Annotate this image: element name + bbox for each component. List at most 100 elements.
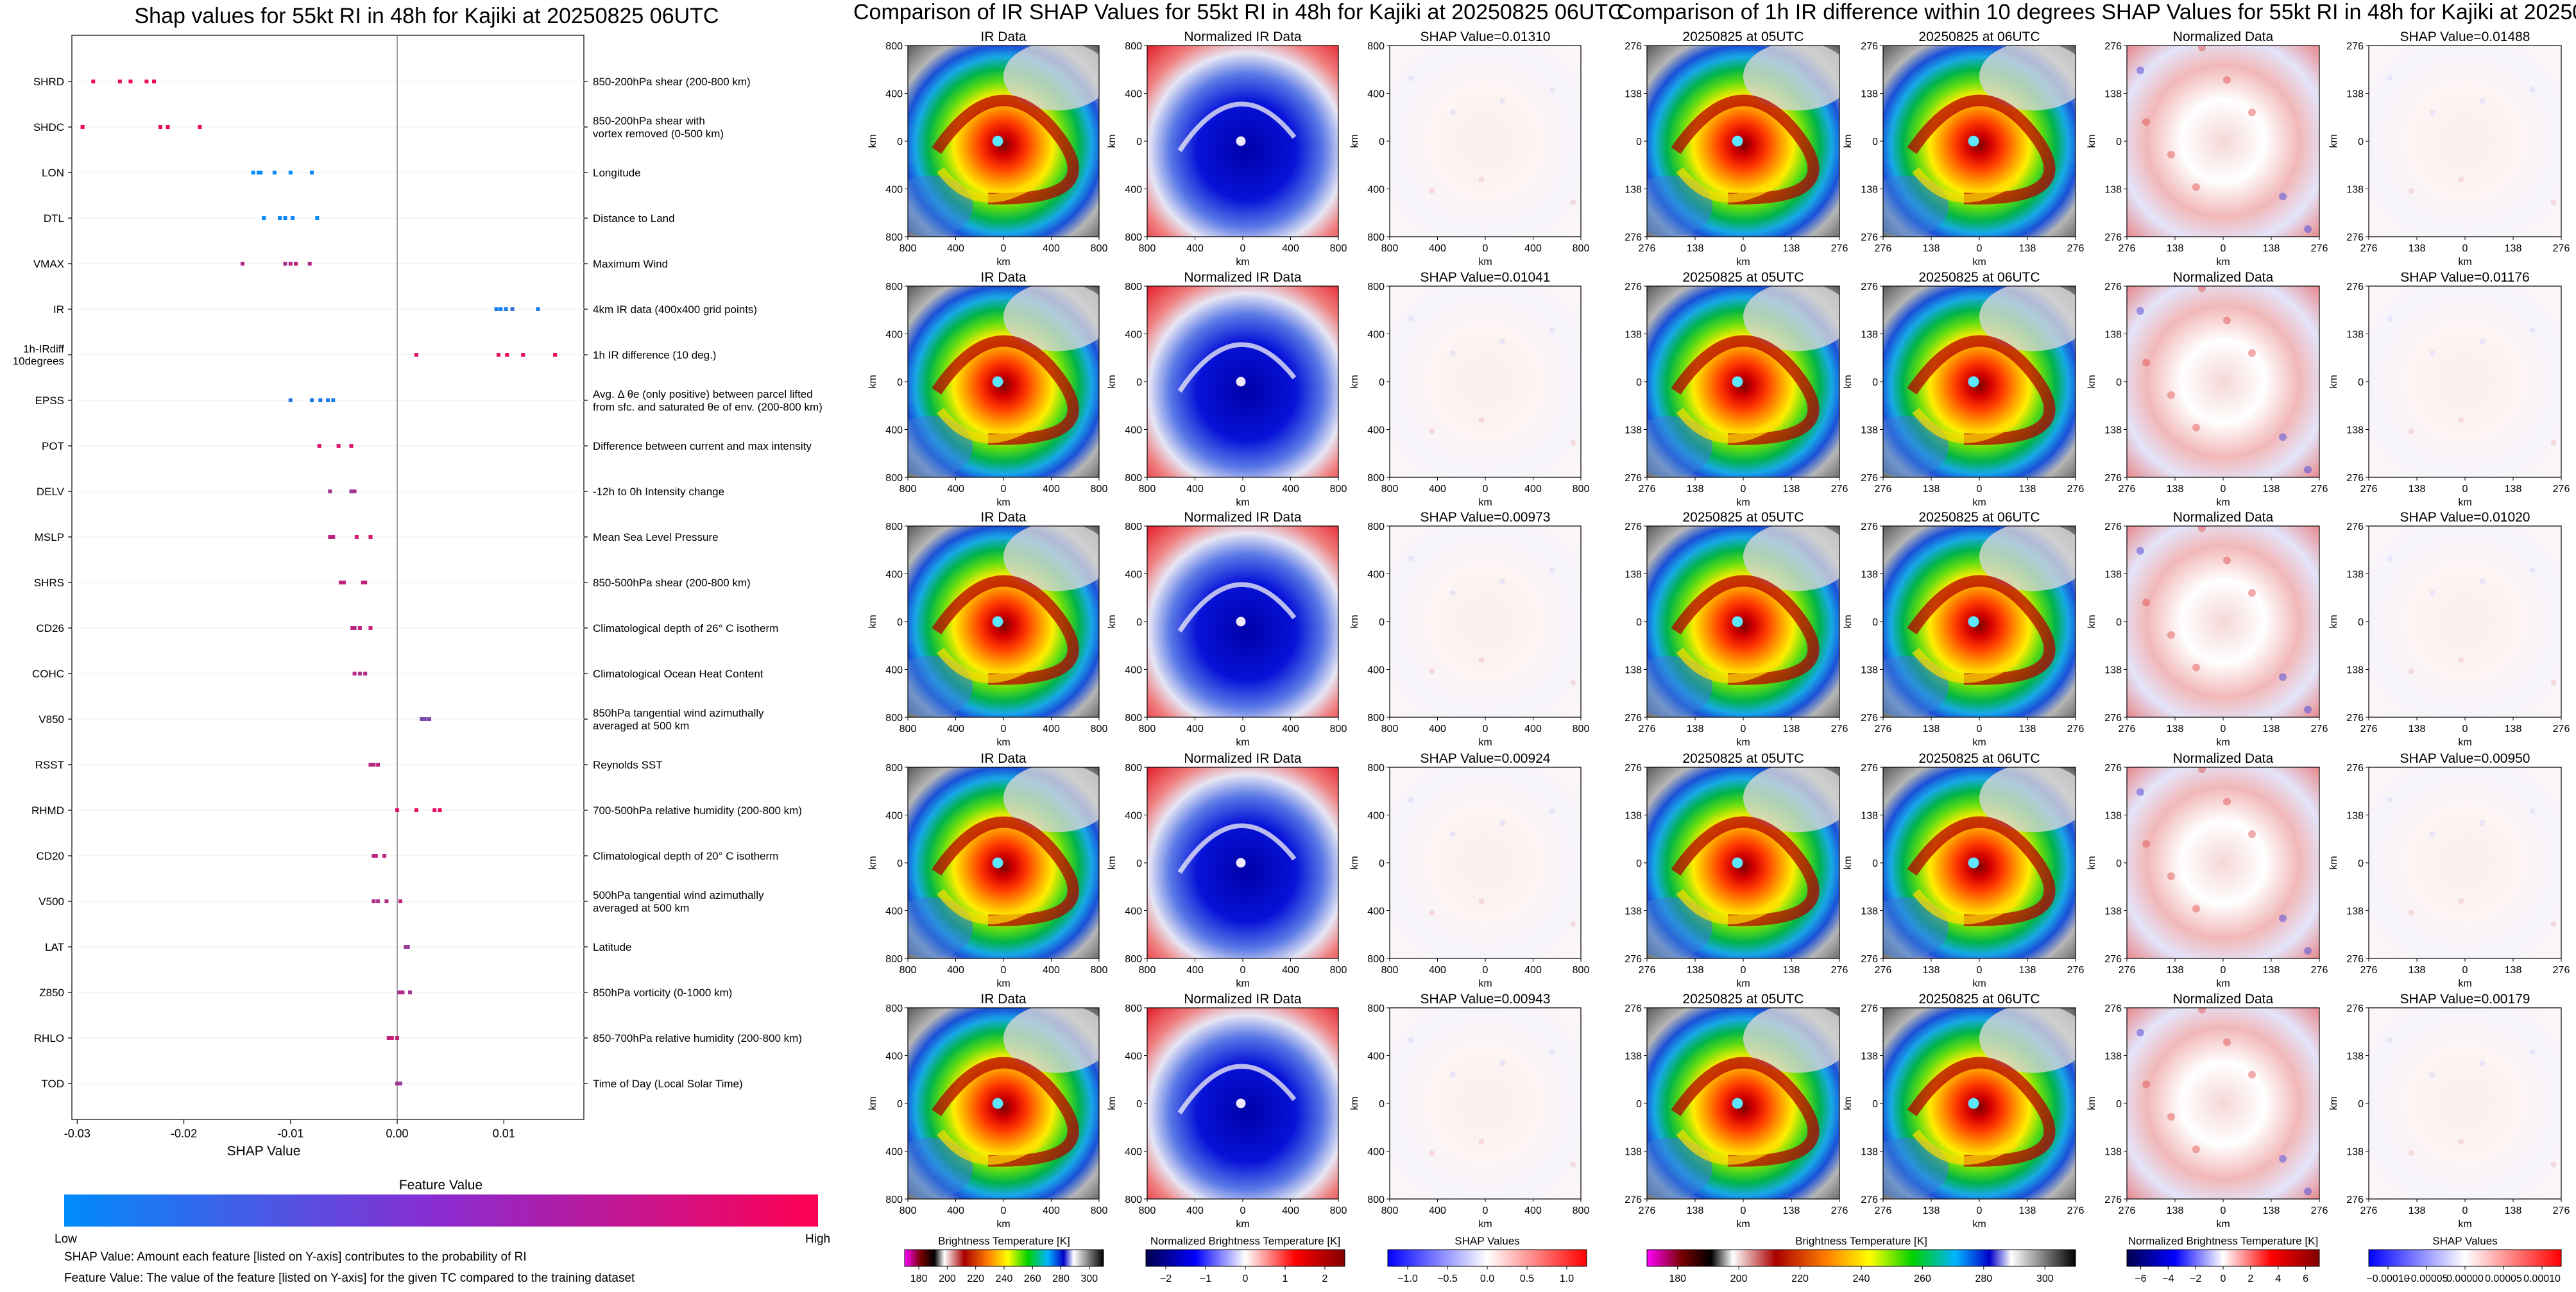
shap-point — [152, 80, 157, 83]
y-tick-label: 0 — [1872, 617, 1878, 628]
panel-title: Normalized IR Data — [1184, 992, 1302, 1007]
colorbar-tick-label: −0.00005 — [2405, 1273, 2448, 1284]
x-axis-label: km — [2216, 978, 2230, 989]
colorbar-tick-label: 0.0 — [1480, 1273, 1494, 1284]
spiral-band — [1907, 816, 2056, 926]
shap-point — [278, 216, 282, 220]
x-tick-label: 0 — [2221, 724, 2226, 735]
ir-panel: 20250825 at 05UTC 276 138 0 138 276 km 276 138 0 1… — [1607, 992, 1848, 1230]
spiral-band — [1676, 1129, 1782, 1165]
x-tick-label: 276 — [2119, 484, 2136, 495]
x-axis-label: km — [2458, 497, 2471, 508]
cloud-patch — [1003, 1008, 1099, 1073]
feature-description-label: -12h to 0h Intensity change — [593, 486, 724, 498]
y-tick-label: 138 — [1861, 89, 1878, 100]
shap-image — [2369, 286, 2561, 477]
colorbar-tick-label: 260 — [1024, 1273, 1041, 1284]
colorbar-label: Normalized Brightness Temperature [K] — [1150, 1235, 1340, 1247]
shap-point — [341, 581, 346, 584]
shap-speck — [2429, 1071, 2435, 1078]
x-tick-label: 138 — [2409, 1205, 2426, 1216]
x-tick-label: 800 — [1381, 965, 1399, 976]
y-axis-label: km — [1843, 856, 1854, 869]
x-tick-label: 400 — [1429, 965, 1446, 976]
x-tick-label: -0.02 — [171, 1127, 197, 1140]
colorbar-tick-label: −1 — [1200, 1273, 1211, 1284]
colorbar-title: Feature Value — [399, 1178, 482, 1193]
y-axis-label: km — [2086, 856, 2097, 869]
colorbar-tick-label: 200 — [939, 1273, 956, 1284]
x-tick-label: 276 — [2119, 1205, 2136, 1216]
panel-title: 20250825 at 06UTC — [1918, 751, 2040, 766]
colorbar-label: Brightness Temperature [K] — [1795, 1235, 1927, 1247]
shap-speck — [2550, 439, 2557, 446]
feature-description-label: Time of Day (Local Solar Time) — [593, 1078, 743, 1090]
shap-speck — [2479, 819, 2486, 826]
x-tick-label: 276 — [1831, 243, 1848, 254]
colorbar-tick-label: −0.00010 — [2366, 1273, 2409, 1284]
ir-shap-comparison-section: Comparison of IR SHAP Values for 55kt RI… — [853, 0, 1624, 1292]
shap-point — [398, 1082, 403, 1085]
x-tick-label: 800 — [1139, 243, 1156, 254]
shap-speck — [2387, 1037, 2393, 1044]
diff-image — [2127, 767, 2319, 958]
y-axis-label: km — [1107, 134, 1118, 148]
shap-speck — [2479, 578, 2486, 584]
diff-speck — [2279, 192, 2287, 201]
diff-speck — [2223, 556, 2231, 565]
x-tick-label: 0 — [2462, 243, 2468, 254]
x-tick-label: 276 — [2360, 484, 2378, 495]
shap-point — [283, 262, 287, 266]
ir-panel: 20250825 at 05UTC 276 138 0 138 276 km 276 138 0 1… — [1607, 751, 1848, 989]
shap-image — [1390, 526, 1581, 717]
y-axis-label: km — [2086, 1096, 2097, 1110]
y-axis-label: km — [2086, 615, 2097, 628]
x-tick-label: 138 — [2409, 965, 2426, 976]
norm-image — [1147, 767, 1338, 958]
storm-eye — [992, 857, 1003, 869]
x-tick-label: 400 — [947, 243, 964, 254]
shap-speck — [1478, 898, 1485, 905]
x-tick-label: 800 — [1573, 484, 1590, 495]
plot-frame — [71, 35, 584, 1120]
storm-eye — [1236, 616, 1246, 627]
y-axis-label: km — [2328, 375, 2339, 388]
colorbar-high-label: High — [805, 1232, 830, 1246]
x-tick-label: 800 — [900, 243, 917, 254]
x-tick-label: 138 — [2019, 724, 2036, 735]
y-tick-label: 138 — [1625, 425, 1642, 436]
colorbar-label: Normalized Brightness Temperature [K] — [2128, 1235, 2318, 1247]
norm-panel: Normalized IR Data 800 400 0 400 800 km 800 400 0… — [1107, 751, 1347, 989]
x-tick-label: 0 — [1741, 1205, 1746, 1216]
y-tick-label: 400 — [1125, 1147, 1142, 1158]
y-tick-label: 800 — [885, 473, 903, 484]
shap-speck — [1429, 1150, 1435, 1156]
shap-speck — [2408, 1150, 2414, 1156]
ir-panel: IR Data 800 400 0 400 800 km 800 400 0 400 800 km — [867, 992, 1107, 1230]
panel-title: SHAP Value=0.00924 — [1420, 751, 1551, 766]
x-tick-label: 276 — [2067, 484, 2085, 495]
shap-summary-section: Shap values for 55kt RI in 48h for Kajik… — [0, 0, 853, 1289]
y-tick-label: 276 — [2104, 41, 2122, 52]
y-tick-label: 800 — [885, 282, 903, 293]
y-tick-label: 138 — [2346, 330, 2364, 341]
y-tick-label: 800 — [1367, 1194, 1385, 1205]
shap-speck — [1570, 679, 1576, 686]
y-tick-label: 138 — [1625, 665, 1642, 676]
x-tick-label: 400 — [1186, 965, 1204, 976]
cloud-patch — [1743, 526, 1839, 591]
shap-speck — [1478, 1139, 1485, 1145]
diff-speck — [2248, 1071, 2256, 1079]
y-axis-label: km — [2086, 375, 2097, 388]
y-tick-label: 800 — [885, 763, 903, 774]
shap-speck — [1408, 1037, 1414, 1044]
shap-image — [1390, 46, 1581, 237]
feature-description-label: Mean Sea Level Pressure — [593, 531, 719, 543]
shap-point — [427, 717, 431, 721]
spiral-band — [1907, 94, 2056, 205]
x-axis-label: SHAP Value — [227, 1144, 301, 1159]
colorbar-tick-label: 0.00010 — [2523, 1273, 2561, 1284]
y-axis-label: km — [1107, 856, 1118, 869]
shap-point — [283, 216, 287, 220]
